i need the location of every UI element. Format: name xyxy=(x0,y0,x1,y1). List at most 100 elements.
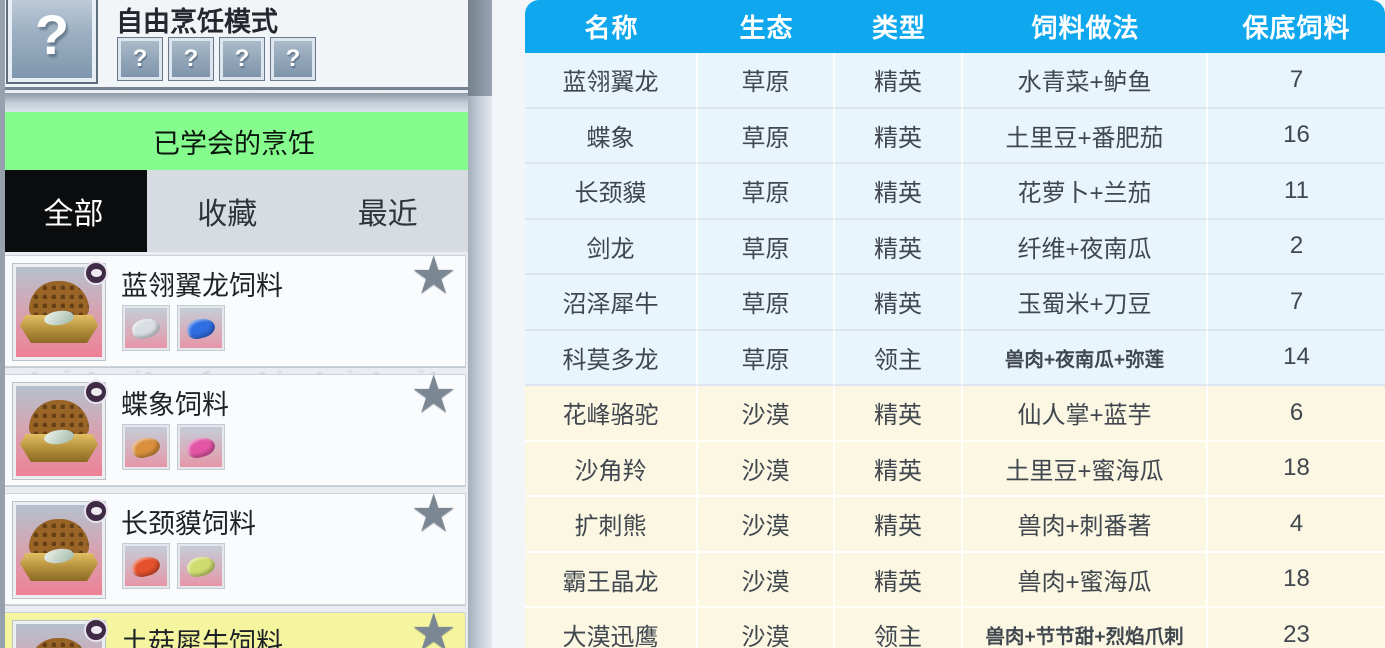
table-header: 名称 生态 类型 饲料做法 保底饲料 xyxy=(525,0,1385,53)
panel-left-edge xyxy=(0,0,5,648)
ingredient-slot[interactable]: ? xyxy=(219,37,265,81)
tab-all[interactable]: 全部 xyxy=(0,170,147,252)
feed-table[interactable]: 名称 生态 类型 饲料做法 保底饲料 蓝翎翼龙 草原 精英 水青菜+鲈鱼 7 蝶… xyxy=(525,0,1385,648)
column-header-biome: 生态 xyxy=(739,13,794,43)
creature-name: 大漠迅鹰 xyxy=(525,608,698,648)
biome: 草原 xyxy=(698,53,835,109)
biome: 草原 xyxy=(698,275,835,331)
recipe-card[interactable]: 蓝翎翼龙饲料 ★ xyxy=(2,250,466,367)
feed-bowl-icon xyxy=(12,618,108,648)
tab-favorites[interactable]: 收藏 xyxy=(197,198,258,231)
recipe-card[interactable]: 长颈貘饲料 ★ xyxy=(2,488,466,605)
blue-vegetable-icon xyxy=(177,305,225,351)
fish-blob xyxy=(130,315,162,341)
potato-blob xyxy=(130,434,162,460)
favorite-star-icon[interactable]: ★ xyxy=(410,366,457,424)
ingredient-slot[interactable]: ? xyxy=(117,37,163,81)
question-mark-icon: ? xyxy=(234,45,250,72)
creature-type: 精英 xyxy=(835,386,963,442)
round-vegetable-icon xyxy=(177,543,225,589)
free-cooking-section: ? 自由烹饪模式 ? ? ? ? xyxy=(0,0,468,90)
guaranteed-feed: 18 xyxy=(1208,553,1385,608)
favorite-star-icon[interactable]: ★ xyxy=(410,604,457,648)
biome: 沙漠 xyxy=(698,386,835,442)
feed-recipe: 兽肉+蜜海瓜 xyxy=(963,552,1208,608)
carrot-blob xyxy=(130,553,162,579)
ingredient-row xyxy=(122,543,225,589)
creature-name: 扩刺熊 xyxy=(525,497,698,553)
recipe-result-slot[interactable]: ? xyxy=(6,0,98,84)
scrollbar-track[interactable] xyxy=(468,0,492,648)
guaranteed-feed: 6 xyxy=(1208,386,1385,442)
table-row: 大漠迅鹰 沙漠 领主 兽肉+节节甜+烈焰爪刺 23 xyxy=(525,608,1385,648)
biome: 沙漠 xyxy=(698,441,835,497)
recipe-card[interactable]: 蝶象饲料 ★ xyxy=(2,369,466,486)
recipe-card-selected[interactable]: 土菇犀牛饲料 ★ xyxy=(2,607,466,648)
creature-name: 蓝翎翼龙 xyxy=(525,53,698,109)
creature-type: 精英 xyxy=(835,552,963,608)
ingredient-row xyxy=(122,305,225,351)
carrot-icon xyxy=(122,543,170,589)
table-row: 蝶象 草原 精英 土里豆+番肥茄 16 xyxy=(525,108,1385,164)
kibble-dome xyxy=(29,638,89,648)
blue-vegetable-blob xyxy=(185,315,217,341)
creature-type: 精英 xyxy=(835,441,963,497)
guaranteed-feed: 2 xyxy=(1208,220,1385,275)
feed-recipe: 水青菜+鲈鱼 xyxy=(963,53,1208,109)
column-header-recipe: 饲料做法 xyxy=(1031,13,1140,43)
scrollbar-thumb[interactable] xyxy=(468,0,492,96)
creature-type: 精英 xyxy=(835,53,963,109)
pink-fruit-icon xyxy=(177,424,225,470)
column-header-type: 类型 xyxy=(871,13,926,43)
feed-recipe: 纤维+夜南瓜 xyxy=(963,219,1208,275)
favorite-star-icon[interactable]: ★ xyxy=(410,485,457,543)
question-mark-icon: ? xyxy=(132,45,148,72)
creature-name: 长颈貘 xyxy=(525,164,698,220)
creature-name: 沼泽犀牛 xyxy=(525,275,698,331)
feed-recipe: 土里豆+番肥茄 xyxy=(963,108,1208,164)
creature-name: 花峰骆驼 xyxy=(525,386,698,442)
creature-badge-icon xyxy=(84,499,108,523)
guaranteed-feed: 23 xyxy=(1208,608,1385,648)
recipe-name: 蝶象饲料 xyxy=(121,390,229,420)
feed-recipe: 土里豆+蜜海瓜 xyxy=(963,441,1208,497)
question-mark-icon: ? xyxy=(34,2,70,66)
creature-type: 精英 xyxy=(835,164,963,220)
creature-type: 精英 xyxy=(835,497,963,553)
biome: 草原 xyxy=(698,219,835,275)
feed-recipe: 玉蜀米+刀豆 xyxy=(963,275,1208,331)
creature-name: 霸王晶龙 xyxy=(525,552,698,608)
tab-recent[interactable]: 最近 xyxy=(357,198,418,231)
creature-name: 科莫多龙 xyxy=(525,330,698,386)
feed-recipe: 兽肉+夜南瓜+弥莲 xyxy=(963,330,1208,386)
guaranteed-feed: 16 xyxy=(1208,109,1385,164)
creature-type: 领主 xyxy=(835,330,963,386)
feed-recipe: 花萝卜+兰茄 xyxy=(963,164,1208,220)
ingredient-slot[interactable]: ? xyxy=(270,37,316,81)
learned-recipes-banner: 已学会的烹饪 xyxy=(0,112,468,170)
column-header-name: 名称 xyxy=(584,13,639,43)
guaranteed-feed: 14 xyxy=(1208,331,1385,386)
favorite-star-icon[interactable]: ★ xyxy=(410,247,457,305)
pink-fruit-blob xyxy=(185,434,217,460)
feed-recipe: 兽肉+节节甜+烈焰爪刺 xyxy=(963,608,1208,648)
recipe-name: 土菇犀牛饲料 xyxy=(121,628,283,648)
biome: 沙漠 xyxy=(698,497,835,553)
recipe-list[interactable]: 蓝翎翼龙饲料 ★ 蝶象饲料 ★ xyxy=(0,250,468,648)
feed-bowl-icon xyxy=(12,261,108,361)
creature-badge-icon xyxy=(84,618,108,642)
ingredient-slot[interactable]: ? xyxy=(168,37,214,81)
creature-badge-icon xyxy=(84,380,108,404)
recipe-name: 蓝翎翼龙饲料 xyxy=(121,271,283,301)
feed-bowl-icon xyxy=(12,380,108,480)
potato-icon xyxy=(122,424,170,470)
biome: 沙漠 xyxy=(698,552,835,608)
table-row: 扩刺熊 沙漠 精英 兽肉+刺番著 4 xyxy=(525,497,1385,553)
feed-bowl-icon xyxy=(12,499,108,599)
creature-type: 精英 xyxy=(835,275,963,331)
creature-name: 沙角羚 xyxy=(525,441,698,497)
creature-type: 领主 xyxy=(835,608,963,648)
ingredient-slot-row: ? ? ? ? xyxy=(117,37,316,81)
fish-icon xyxy=(122,305,170,351)
